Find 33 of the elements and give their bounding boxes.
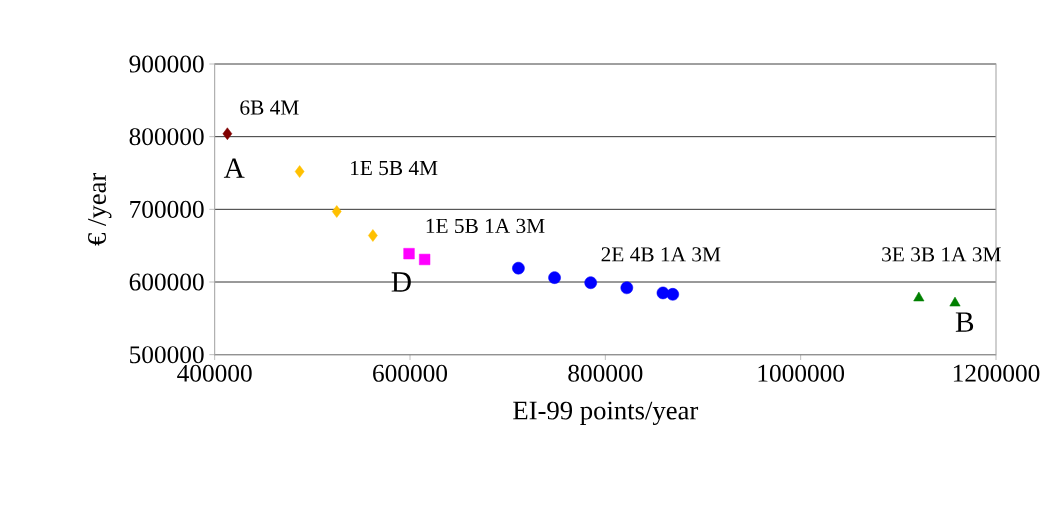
x-tick-label: 1200000: [953, 364, 1040, 382]
annotation: 1E 5B 1A 3M: [426, 218, 545, 234]
point: [403, 248, 415, 260]
point: [548, 271, 561, 284]
point: [620, 281, 634, 295]
y-axis-title: € /year: [88, 172, 112, 246]
annotation: 1E 5B 4M: [351, 160, 438, 176]
x-tick-label: 1000000: [758, 364, 845, 382]
point: [222, 127, 233, 141]
x-tick-label: 600000: [373, 364, 448, 382]
x-tick-label: 800000: [568, 364, 643, 382]
point: [584, 276, 597, 289]
annotation: D: [391, 272, 411, 292]
annotation: 3E 3B 1A 3M: [882, 247, 1001, 262]
point: [294, 165, 305, 178]
point: [666, 288, 679, 301]
annotation: 6B 4M: [240, 100, 299, 115]
y-tick-label: 900000: [129, 55, 204, 73]
point: [512, 261, 525, 275]
y-tick-label: 500000: [130, 346, 204, 364]
point: [419, 253, 431, 266]
point: [949, 296, 961, 307]
y-tick-label: 800000: [129, 128, 204, 146]
x-axis-title: EI-99 points/year: [513, 401, 699, 426]
x-tick-label: 400000: [177, 364, 252, 382]
y-tick-label: 700000: [130, 200, 204, 218]
annotation: A: [223, 158, 245, 178]
annotation: B: [955, 312, 974, 332]
point: [368, 229, 378, 242]
point: [331, 205, 342, 218]
annotation: 2E 4B 1A 3M: [601, 247, 721, 262]
point: [913, 291, 925, 302]
y-tick-label: 600000: [129, 273, 204, 291]
